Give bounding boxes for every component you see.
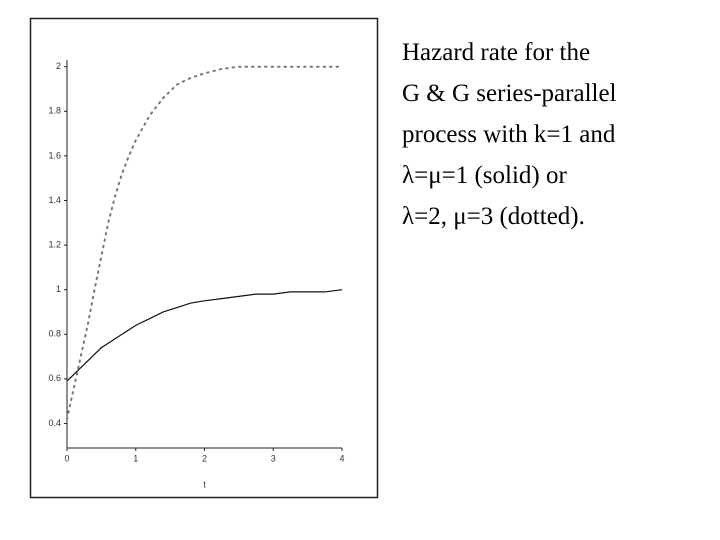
y-tick-label: 1 — [56, 284, 61, 294]
caption-line: Hazard rate for the — [402, 39, 590, 66]
image-frame — [29, 17, 379, 499]
caption-line: G & G series-parallel — [402, 80, 617, 107]
y-tick-label: 1.6 — [48, 150, 61, 160]
y-tick-label: 2 — [56, 61, 61, 71]
x-axis-label: t — [203, 479, 206, 489]
caption-line: λ=2, μ=3 (dotted). — [402, 203, 585, 230]
y-tick-label: 1.4 — [48, 195, 61, 205]
y-tick-label: 0.6 — [48, 373, 61, 383]
y-tick-label: 0.4 — [48, 418, 61, 428]
series-line — [66, 289, 343, 382]
x-tick-label: 0 — [64, 453, 69, 463]
x-tick-label: 2 — [202, 453, 207, 463]
series-line — [66, 65, 343, 421]
x-tick-label: 3 — [271, 453, 276, 463]
x-tick-label: 1 — [133, 453, 138, 463]
caption-line: λ=μ=1 (solid) or — [402, 162, 567, 189]
y-tick-label: 1.8 — [48, 106, 61, 116]
y-tick-label: 1.2 — [48, 239, 61, 249]
y-tick-label: 0.8 — [48, 329, 61, 339]
x-tick-label: 4 — [339, 453, 344, 463]
caption-line: process with k=1 and — [402, 121, 616, 148]
